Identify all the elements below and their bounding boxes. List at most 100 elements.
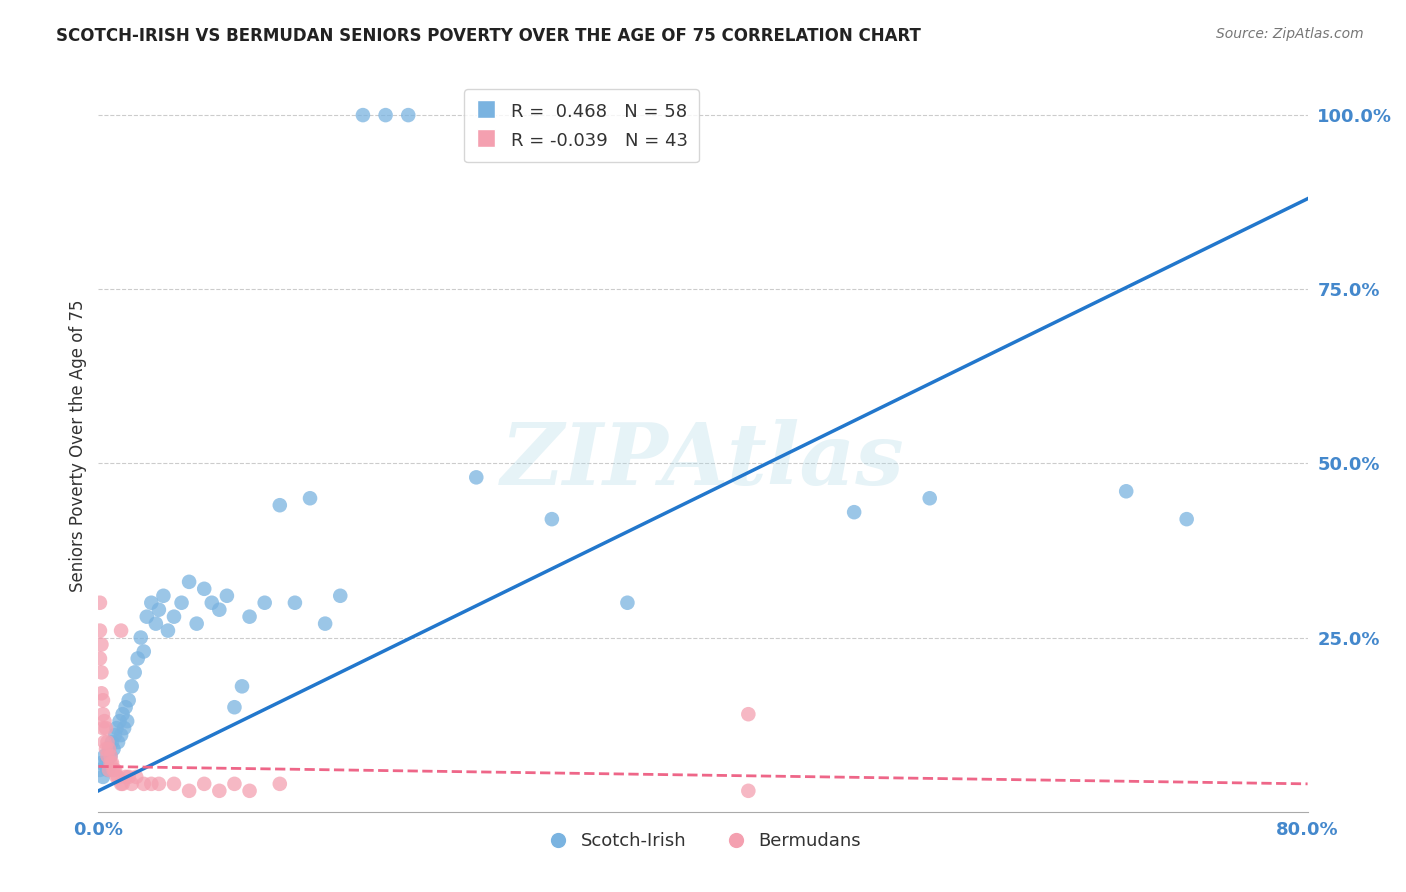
Point [104, 728, 127, 742]
Point [91, 707, 114, 722]
Point [121, 679, 143, 693]
Point [96, 735, 118, 749]
Point [100, 749, 122, 764]
Point [93, 735, 115, 749]
Point [111, 777, 134, 791]
Point [107, 735, 129, 749]
Point [918, 491, 941, 506]
Point [208, 784, 231, 798]
Point [239, 784, 262, 798]
Point [118, 770, 141, 784]
Point [201, 596, 224, 610]
Point [284, 596, 307, 610]
Point [105, 770, 128, 784]
Point [231, 679, 253, 693]
Point [193, 582, 215, 596]
Point [100, 749, 122, 764]
Point [163, 609, 186, 624]
Point [179, 574, 201, 589]
Point [141, 596, 163, 610]
Point [352, 108, 374, 122]
Point [269, 498, 291, 512]
Point [105, 721, 128, 735]
Point [145, 616, 167, 631]
Point [103, 742, 125, 756]
Point [90, 756, 112, 770]
Point [132, 777, 155, 791]
Point [1115, 484, 1137, 499]
Point [616, 596, 638, 610]
Point [269, 777, 291, 791]
Point [253, 596, 276, 610]
Point [118, 693, 141, 707]
Point [156, 624, 179, 638]
Point [208, 603, 231, 617]
Point [107, 770, 129, 784]
Point [396, 108, 419, 122]
Point [96, 763, 118, 777]
Point [110, 728, 132, 742]
Point [101, 735, 124, 749]
Legend: Scotch-Irish, Bermudans: Scotch-Irish, Bermudans [537, 825, 869, 857]
Point [111, 707, 134, 722]
Point [101, 756, 124, 770]
Point [89, 624, 111, 638]
Point [314, 616, 336, 631]
Point [215, 589, 238, 603]
Point [89, 763, 111, 777]
Point [179, 784, 201, 798]
Point [129, 631, 152, 645]
Point [91, 770, 114, 784]
Point [96, 749, 118, 764]
Point [100, 756, 122, 770]
Point [141, 777, 163, 791]
Point [112, 721, 135, 735]
Point [104, 763, 127, 777]
Point [124, 665, 146, 680]
Text: Source: ZipAtlas.com: Source: ZipAtlas.com [1216, 27, 1364, 41]
Point [374, 108, 396, 122]
Point [93, 714, 115, 728]
Point [1175, 512, 1198, 526]
Point [90, 665, 112, 680]
Point [114, 700, 136, 714]
Point [465, 470, 488, 484]
Point [186, 616, 208, 631]
Point [299, 491, 322, 506]
Point [110, 624, 132, 638]
Point [93, 749, 115, 764]
Point [98, 763, 121, 777]
Point [737, 707, 759, 722]
Point [90, 686, 112, 700]
Point [90, 638, 112, 652]
Point [132, 644, 155, 658]
Point [224, 700, 246, 714]
Point [125, 770, 148, 784]
Point [163, 777, 186, 791]
Point [110, 777, 132, 791]
Point [98, 742, 121, 756]
Point [540, 512, 562, 526]
Point [91, 693, 114, 707]
Text: ZIPAtlas: ZIPAtlas [501, 419, 905, 502]
Point [103, 763, 125, 777]
Point [239, 609, 262, 624]
Point [170, 596, 193, 610]
Point [224, 777, 246, 791]
Y-axis label: Seniors Poverty Over the Age of 75: Seniors Poverty Over the Age of 75 [69, 300, 87, 592]
Point [114, 770, 136, 784]
Point [329, 589, 352, 603]
Point [108, 714, 131, 728]
Point [148, 603, 170, 617]
Point [135, 609, 157, 624]
Point [193, 777, 215, 791]
Point [94, 721, 117, 735]
Point [98, 742, 121, 756]
Point [91, 721, 114, 735]
Point [89, 596, 111, 610]
Point [844, 505, 866, 519]
Point [115, 714, 138, 728]
Point [152, 589, 174, 603]
Point [127, 651, 149, 665]
Text: SCOTCH-IRISH VS BERMUDAN SENIORS POVERTY OVER THE AGE OF 75 CORRELATION CHART: SCOTCH-IRISH VS BERMUDAN SENIORS POVERTY… [56, 27, 921, 45]
